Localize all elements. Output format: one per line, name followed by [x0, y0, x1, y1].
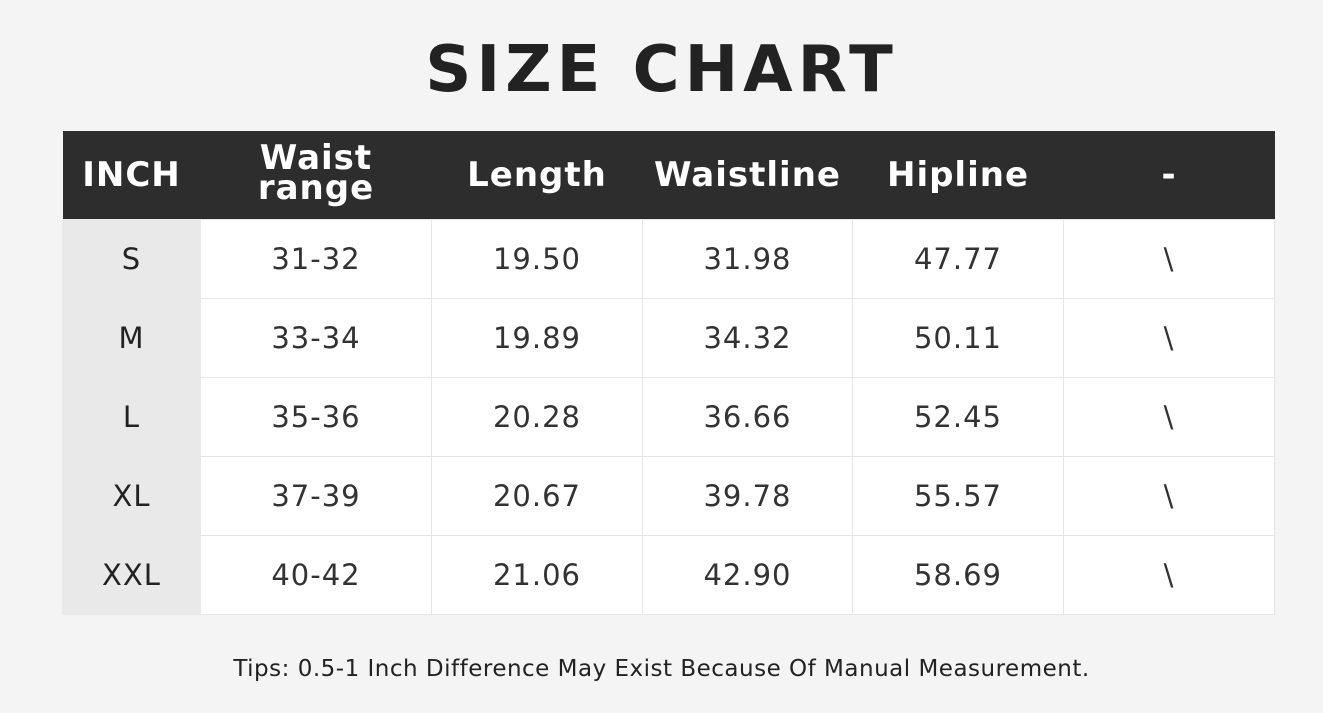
- header-cell: Waistline: [642, 131, 853, 220]
- table-row: L 35-36 20.28 36.66 52.45 \: [62, 377, 1275, 457]
- value-cell: 35-36: [200, 377, 432, 457]
- value-cell: 37-39: [200, 456, 432, 536]
- header-text: Length: [467, 155, 607, 195]
- value-cell: 20.28: [431, 377, 643, 457]
- value-cell: 21.06: [431, 535, 643, 615]
- table-body: S 31-32 19.50 31.98 47.77 \ M 33-34 19.89 34.32 50…: [62, 219, 1275, 615]
- value-cell: 36.66: [642, 377, 853, 457]
- title: SIZE CHART: [425, 33, 898, 107]
- table-row: XXL 40-42 21.06 42.90 58.69 \: [62, 535, 1275, 615]
- size-cell: XL: [62, 456, 201, 536]
- value-cell: 52.45: [852, 377, 1064, 457]
- header-text: Hipline: [886, 155, 1030, 195]
- value-cell: 31-32: [200, 219, 432, 299]
- header-text: Waist range: [257, 137, 375, 208]
- value-cell: 33-34: [200, 298, 432, 378]
- value-cell: 34.32: [642, 298, 853, 378]
- value-cell: \: [1063, 456, 1275, 536]
- table-row: XL 37-39 20.67 39.78 55.57 \: [62, 456, 1275, 536]
- value-cell: \: [1063, 377, 1275, 457]
- value-cell: 42.90: [642, 535, 853, 615]
- size-cell: L: [62, 377, 201, 457]
- value-cell: 31.98: [642, 219, 853, 299]
- header-cell: INCH: [62, 131, 201, 220]
- header-cell: -: [1063, 131, 1275, 220]
- value-cell: 55.57: [852, 456, 1064, 536]
- header-cell: Waist range: [200, 131, 432, 220]
- header-cell: Hipline: [852, 131, 1064, 220]
- value-cell: \: [1063, 298, 1275, 378]
- value-cell: 47.77: [852, 219, 1064, 299]
- value-cell: 20.67: [431, 456, 643, 536]
- value-cell: 40-42: [200, 535, 432, 615]
- value-cell: 19.89: [431, 298, 643, 378]
- value-cell: 58.69: [852, 535, 1064, 615]
- header-cell: Length: [431, 131, 643, 220]
- size-cell: XXL: [62, 535, 201, 615]
- header-text: INCH: [82, 155, 181, 195]
- tips: Tips: 0.5-1 Inch Difference May Exist Be…: [233, 656, 1090, 682]
- value-cell: 19.50: [431, 219, 643, 299]
- header-text: Waistline: [654, 155, 841, 195]
- value-cell: 39.78: [642, 456, 853, 536]
- table-row: M 33-34 19.89 34.32 50.11 \: [62, 298, 1275, 378]
- value-cell: 50.11: [852, 298, 1064, 378]
- table-row: S 31-32 19.50 31.98 47.77 \: [62, 219, 1275, 299]
- size-table: INCH Waist range Length Waistline Hipline - S…: [62, 131, 1275, 615]
- header-text: -: [1161, 155, 1177, 195]
- size-cell: M: [62, 298, 201, 378]
- value-cell: \: [1063, 535, 1275, 615]
- value-cell: \: [1063, 219, 1275, 299]
- header-row: INCH Waist range Length Waistline Hipline -: [62, 131, 1275, 220]
- size-cell: S: [62, 219, 201, 299]
